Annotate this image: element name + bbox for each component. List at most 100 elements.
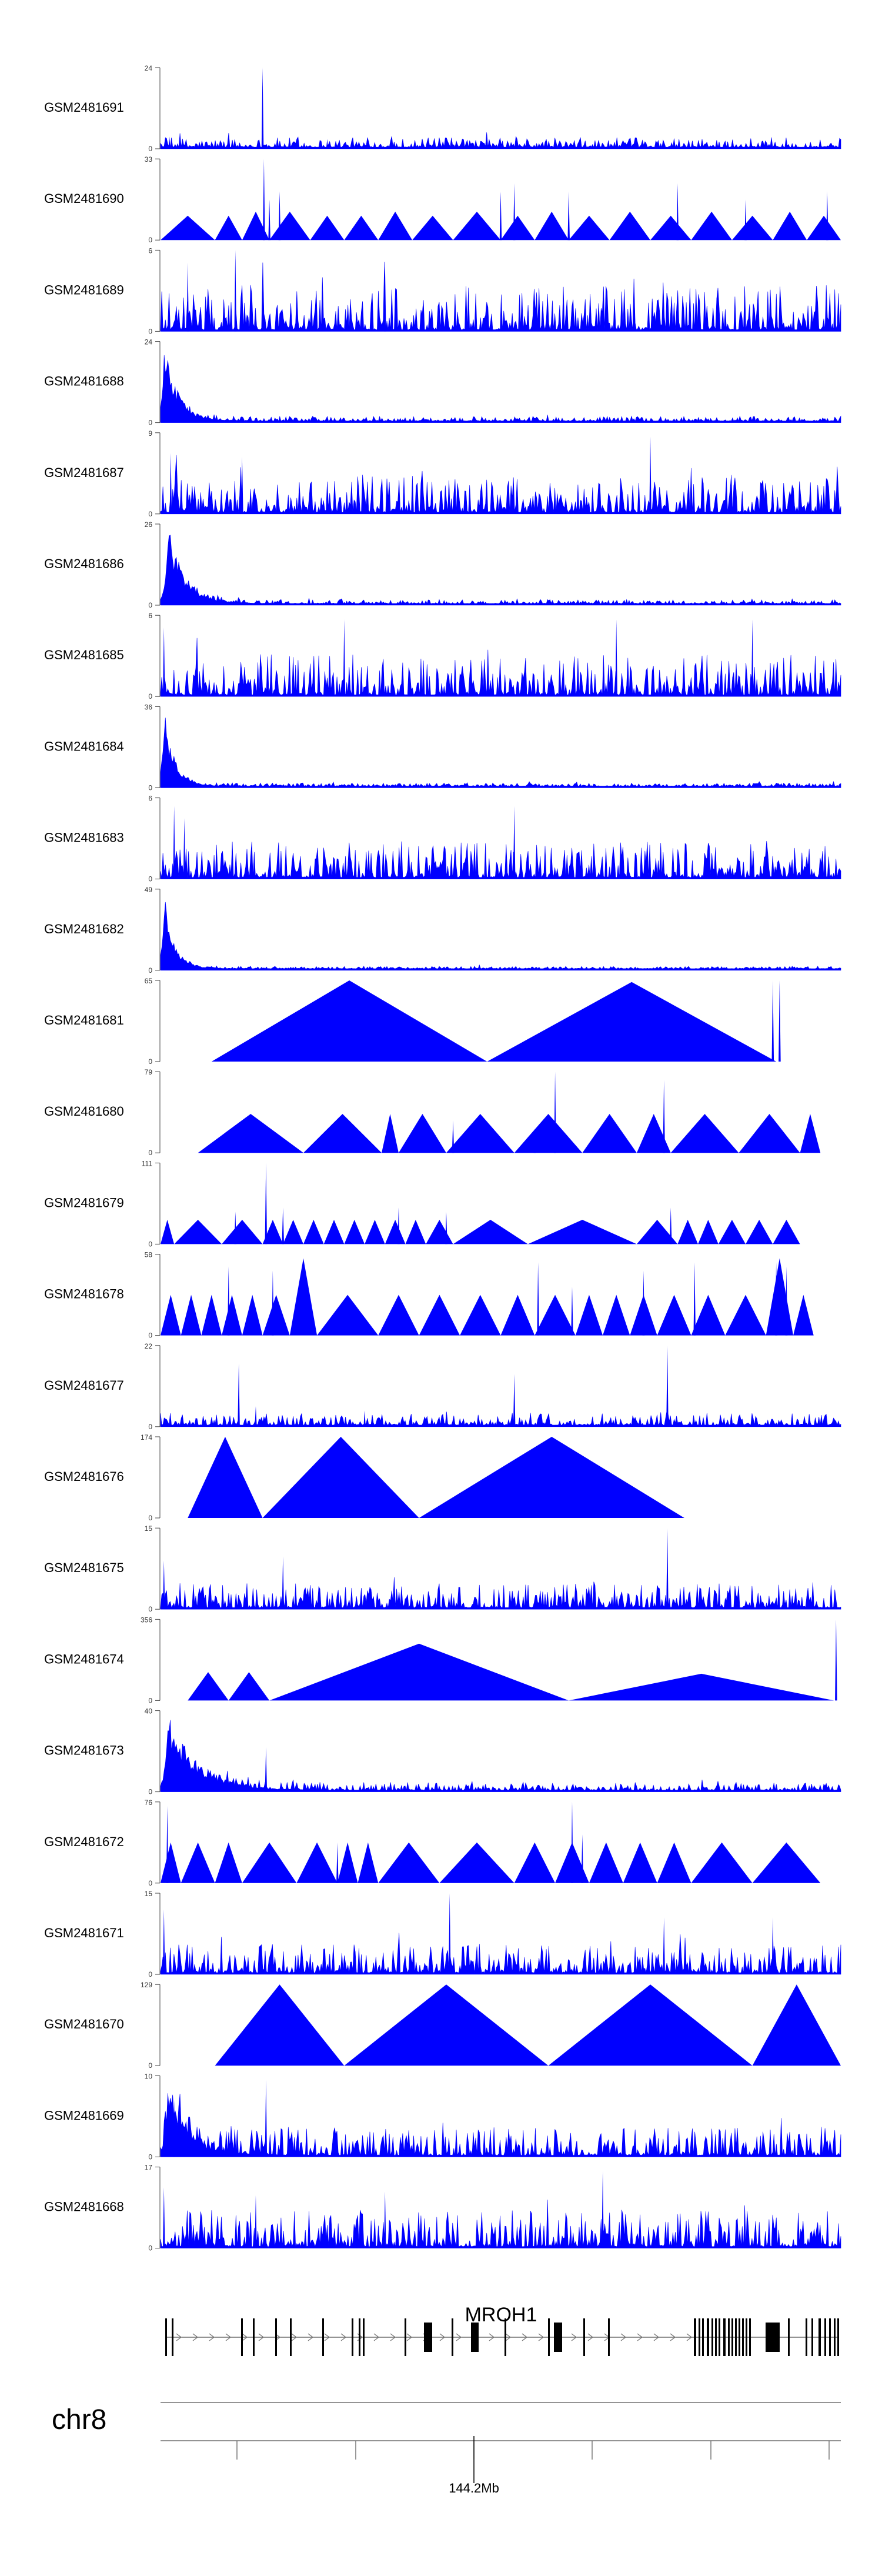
coverage-peak [283,1220,303,1244]
y-axis-zero-label: 0 [148,145,152,153]
y-axis-zero-label: 0 [148,236,152,244]
coverage-spike [397,1207,400,1244]
coverage-spike [835,1619,837,1701]
coverage-peak [337,1842,358,1883]
strand-arrow [242,2333,248,2341]
track-GSM2481672: GSM2481672 76 0 [44,1798,821,1887]
track-GSM2481671: GSM2481671 15 0 [44,1890,841,1978]
coverage-spike [571,1801,573,1883]
gene-exon [405,2318,406,2356]
y-axis-max-label: 356 [141,1616,152,1624]
y-axis-zero-label: 0 [148,1332,152,1340]
coverage-spike [771,980,774,1062]
track-label: GSM2481682 [44,922,124,936]
gene-exon [806,2318,807,2356]
track-GSM2481677: GSM2481677 22 0 [44,1342,841,1431]
strand-arrow [686,2333,693,2341]
coverage-peak [623,1842,657,1883]
track-label: GSM2481681 [44,1013,124,1027]
y-axis-max-label: 6 [148,612,152,620]
gene-exon [471,2323,479,2352]
coverage-spike [771,1917,774,1974]
coverage-spike [363,1410,366,1427]
coverage-peak [439,1842,514,1883]
coverage-spike [255,1406,257,1427]
gene-exon [253,2318,255,2356]
coverage-peak [303,1220,324,1244]
y-axis-zero-label: 0 [148,1605,152,1613]
y-axis-zero-label: 0 [148,1057,152,1066]
coverage-spike [744,199,747,241]
strand-arrow [308,2333,314,2341]
y-axis: 60 [148,246,161,335]
coverage-spike [272,1270,274,1336]
coverage-peak [211,980,487,1062]
y-axis-max-label: 6 [148,795,152,803]
y-axis-max-label: 49 [145,886,153,894]
gene-exon [746,2318,747,2356]
coverage-peak [569,215,610,241]
y-axis: 17 0 [145,2164,161,2253]
coverage-peak [262,1220,283,1244]
coverage-spike [602,2171,604,2248]
y-axis-zero-label: 0 [148,1696,152,1704]
strand-arrow [373,2333,380,2341]
ideogram-ticks [236,2441,830,2460]
y-axis-max-label: 17 [145,2164,153,2172]
gene-exon [715,2318,717,2356]
coverage-tracks: GSM2481691240GSM2481690330GSM248168960GS… [44,64,841,2253]
coverage-peak [296,1842,338,1883]
y-axis: 22 0 [145,1342,161,1431]
y-axis-zero-label: 0 [148,1879,152,1887]
strand-arrow [637,2333,643,2341]
coverage-spike [615,619,617,697]
y-axis-max-label: 6 [148,246,152,255]
gene-exon [452,2318,453,2356]
y-axis-zero-label: 0 [148,966,152,975]
coverage-peak [317,1294,379,1336]
coverage-peak [188,1437,263,1518]
strand-arrow [390,2333,396,2341]
y-axis-zero-label: 0 [148,1514,152,1522]
coverage-spike [186,262,189,332]
coverage-peak [385,1220,406,1244]
coverage-spike [513,1374,516,1427]
coverage-peak [344,215,379,241]
coverage-spike [581,1834,584,1883]
coverage-spike [265,2080,268,2157]
coverage-peak [453,1220,528,1244]
coverage-signal [160,1577,841,1610]
coverage-peak [310,215,345,241]
y-axis-max-label: 76 [145,1798,153,1807]
track-label: GSM2481673 [44,1743,124,1758]
y-axis-zero-label: 0 [148,2153,152,2161]
coverage-peak [746,1220,773,1244]
y-axis-max-label: 15 [145,1890,153,1898]
coverage-peak [691,1294,726,1336]
coverage-spike [183,818,186,879]
position-tick-label: 144.2Mb [449,2481,499,2495]
track-label: GSM2481677 [44,1378,124,1393]
y-axis-max-label: 22 [145,1342,153,1350]
gene-exon [749,2318,751,2356]
gene-exon [583,2318,585,2356]
gene-exon [322,2318,324,2356]
coverage-spike [227,1266,230,1336]
coverage-peak [419,1294,460,1336]
coverage-peak [582,1113,637,1153]
coverage-signal [160,638,841,697]
coverage-spike [265,1163,268,1244]
coverage-peak [262,1437,419,1518]
track-label: GSM2481669 [44,2108,124,2123]
coverage-spike [166,1806,169,1883]
coverage-peak [534,211,569,241]
gene-exon [766,2323,780,2352]
coverage-peak [405,1220,426,1244]
coverage-peak [752,1842,821,1883]
coverage-peak [691,1842,753,1883]
